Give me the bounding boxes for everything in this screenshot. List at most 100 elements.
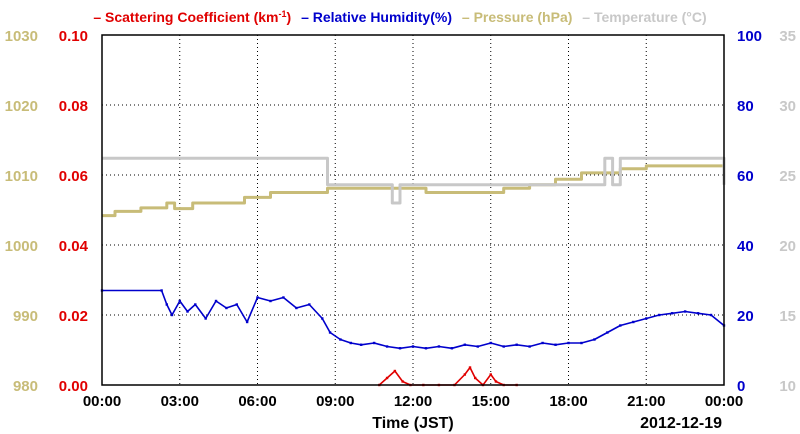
- y-tick-label-pressure: 980: [13, 378, 38, 395]
- data-point-humidity: [606, 331, 609, 334]
- data-point-humidity: [463, 343, 467, 346]
- y-tick-label-temperature: 20: [779, 238, 796, 255]
- data-point-scattering: [468, 366, 472, 369]
- data-point-humidity: [321, 317, 324, 320]
- series-line-scattering: [378, 366, 517, 386]
- x-tick-label: 03:00: [161, 393, 199, 410]
- data-point-humidity: [450, 347, 454, 350]
- data-point-humidity: [194, 303, 197, 306]
- data-point-scattering: [489, 373, 492, 376]
- data-point-humidity: [645, 317, 648, 320]
- legend: – Scattering Coefficient (km-1) – Relati…: [93, 9, 706, 25]
- data-point-humidity: [328, 331, 332, 334]
- data-point-humidity: [295, 306, 298, 310]
- data-point-humidity: [204, 317, 207, 320]
- date-label: 2012-12-19: [640, 415, 722, 432]
- y-tick-label-scattering: 0.08: [59, 98, 88, 115]
- y-tick-label-pressure: 990: [13, 308, 38, 325]
- y-tick-label-pressure: 1000: [5, 238, 38, 255]
- y-tick-label-humidity: 80: [737, 98, 754, 115]
- series-line-temperature: [102, 156, 726, 205]
- data-point-humidity: [385, 345, 389, 348]
- data-point-scattering: [393, 369, 397, 373]
- data-point-humidity: [186, 310, 189, 313]
- data-point-humidity: [245, 320, 249, 324]
- grid: [102, 35, 724, 385]
- data-point-humidity: [658, 313, 661, 317]
- y-tick-label-humidity: 60: [737, 168, 754, 185]
- x-tick-label: 09:00: [316, 393, 354, 410]
- data-point-humidity: [541, 341, 544, 345]
- data-point-humidity: [225, 306, 228, 310]
- data-point-humidity: [160, 289, 163, 292]
- legend-humidity: – Relative Humidity(%): [301, 9, 452, 25]
- data-point-humidity: [308, 303, 311, 306]
- y-tick-label-humidity: 0: [737, 378, 745, 395]
- data-point-humidity: [424, 347, 428, 350]
- data-point-humidity: [632, 320, 635, 324]
- data-point-humidity: [515, 343, 518, 346]
- data-point-humidity: [339, 338, 342, 341]
- x-axis-label: Time (JST): [372, 415, 454, 432]
- data-point-humidity: [619, 324, 622, 327]
- data-point-scattering: [474, 376, 477, 380]
- series-line-humidity: [102, 289, 725, 350]
- y-tick-label-pressure: 1030: [5, 28, 38, 45]
- data-point-humidity: [528, 345, 531, 348]
- x-tick-label: 06:00: [238, 393, 276, 410]
- y-tick-label-pressure: 1020: [5, 98, 38, 115]
- data-point-humidity: [256, 296, 259, 299]
- data-point-humidity: [411, 345, 415, 348]
- x-tick-label: 12:00: [394, 393, 432, 410]
- tick-layer: 00:00 03:00 06:00 09:00 12:00 15:00 18:00 21:00…: [5, 28, 796, 410]
- y-tick-label-scattering: 0.04: [59, 238, 89, 255]
- data-point-humidity: [282, 296, 285, 299]
- data-point-scattering: [463, 373, 467, 376]
- data-point-scattering: [494, 380, 498, 383]
- data-point-humidity: [359, 343, 363, 346]
- y-tick-label-temperature: 25: [779, 168, 796, 185]
- data-point-humidity: [178, 299, 181, 303]
- data-point-humidity: [580, 341, 583, 345]
- y-tick-label-temperature: 35: [779, 28, 796, 45]
- data-point-humidity: [269, 299, 272, 303]
- data-point-humidity: [593, 338, 596, 341]
- x-tick-label: 18:00: [549, 393, 587, 410]
- data-point-humidity: [214, 299, 218, 303]
- data-point-humidity: [502, 345, 505, 348]
- data-point-humidity: [165, 303, 168, 306]
- data-point-humidity: [670, 312, 674, 315]
- x-tick-label: 21:00: [627, 393, 665, 410]
- data-point-humidity: [567, 341, 570, 345]
- data-point-humidity: [372, 341, 376, 345]
- y-tick-label-temperature: 30: [779, 98, 796, 115]
- data-point-humidity: [349, 341, 352, 345]
- y-tick-label-scattering: 0.00: [59, 378, 88, 395]
- legend-scattering: – Scattering Coefficient (km-1): [93, 9, 291, 25]
- data-point-humidity: [476, 345, 479, 348]
- series-line-pressure: [102, 164, 724, 218]
- x-tick-label: 00:00: [83, 393, 121, 410]
- y-tick-label-temperature: 10: [779, 378, 796, 395]
- data-point-humidity: [170, 313, 174, 317]
- y-tick-label-scattering: 0.02: [59, 308, 88, 325]
- data-point-humidity: [709, 313, 713, 317]
- legend-pressure: – Pressure (hPa): [462, 9, 573, 25]
- data-point-humidity: [398, 347, 402, 350]
- legend-temperature: – Temperature (°C): [582, 9, 706, 25]
- data-point-humidity: [489, 341, 492, 345]
- data-point-humidity: [696, 312, 700, 315]
- data-point-humidity: [437, 345, 441, 348]
- y-tick-label-humidity: 20: [737, 308, 754, 325]
- plot-frame: [101, 34, 725, 386]
- data-point-scattering: [401, 380, 404, 383]
- data-point-humidity: [554, 343, 557, 346]
- data-point-humidity: [235, 303, 238, 306]
- x-tick-label: 00:00: [705, 393, 743, 410]
- y-tick-label-scattering: 0.06: [59, 168, 88, 185]
- y-tick-label-humidity: 100: [737, 28, 762, 45]
- data-point-humidity: [683, 310, 687, 313]
- x-tick-label: 15:00: [472, 393, 510, 410]
- data-point-scattering: [385, 376, 389, 380]
